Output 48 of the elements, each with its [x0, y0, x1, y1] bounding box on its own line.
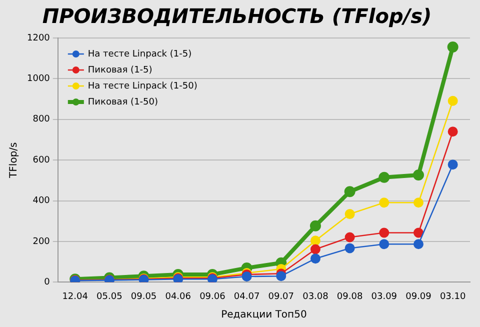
- x-tick-label: 09.07: [268, 292, 294, 302]
- point: [379, 198, 390, 208]
- x-tick-label: 03.10: [440, 292, 466, 302]
- x-tick-label: 09.08: [336, 292, 363, 302]
- point: [413, 198, 424, 208]
- x-tick-label: 05.05: [96, 292, 122, 302]
- y-tick-label: 800: [32, 114, 50, 125]
- point: [344, 209, 355, 220]
- x-tick-label: 09.09: [406, 292, 432, 302]
- x-tick-label: 12.04: [62, 292, 88, 302]
- point: [242, 272, 252, 282]
- point: [448, 160, 458, 170]
- y-tick-label: 400: [32, 196, 50, 206]
- legend-label: Пиковая (1-5): [88, 65, 152, 76]
- point: [344, 243, 355, 254]
- point: [276, 271, 286, 282]
- point: [447, 41, 458, 52]
- point: [344, 232, 355, 242]
- chart-title: ПРОИЗВОДИТЕЛЬНОСТЬ (TFlop/s): [42, 4, 432, 28]
- y-tick-label: 1000: [27, 74, 50, 84]
- legend-label: На тесте Linpack (1-50): [88, 81, 198, 92]
- y-axis-title: TFlop/s: [8, 142, 20, 179]
- x-axis-title: Редакции Топ50: [221, 310, 307, 321]
- x-tick-label: 03.08: [302, 292, 329, 302]
- x-tick-label: 09.05: [130, 292, 157, 302]
- point: [310, 244, 320, 254]
- point: [448, 126, 458, 137]
- x-tick-label: 03.09: [371, 292, 398, 302]
- x-tick-label: 09.06: [200, 292, 226, 302]
- y-tick-label: 600: [32, 155, 50, 166]
- point: [344, 186, 356, 198]
- y-tick-label: 1200: [27, 33, 50, 44]
- point: [379, 228, 390, 238]
- point: [310, 254, 320, 264]
- x-tick-label: 04.07: [234, 292, 260, 302]
- legend-label: Пиковая (1-50): [88, 97, 158, 108]
- legend-label: На тесте Linpack (1-5): [88, 49, 192, 60]
- y-tick-label: 200: [32, 236, 50, 247]
- point: [413, 228, 424, 238]
- point: [310, 236, 320, 246]
- point: [413, 239, 424, 250]
- y-tick-label: 0: [44, 278, 50, 288]
- point: [379, 239, 390, 250]
- point: [378, 172, 390, 183]
- point: [412, 169, 424, 180]
- point: [448, 96, 458, 106]
- point: [310, 220, 321, 232]
- x-tick-label: 04.06: [165, 292, 192, 302]
